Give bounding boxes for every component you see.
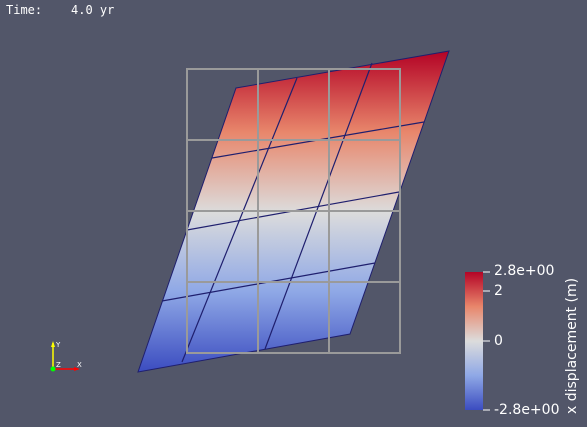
z-axis-label: Z [56, 361, 61, 369]
colorbar [465, 271, 490, 411]
colorbar-gradient [465, 272, 483, 410]
time-annotation: Time: 4.0 yr [6, 3, 114, 17]
x-axis-label: X [77, 361, 82, 369]
reference-grid [186, 68, 401, 354]
z-axis-dot [50, 366, 56, 372]
colorbar-max-label: 2.8e+00 [494, 263, 555, 279]
colorbar-tick-label-2: 2 [494, 283, 503, 299]
y-axis-arrow [51, 341, 55, 347]
x-axis-arrow [74, 367, 80, 371]
colorbar-min-label: -2.8e+00 [494, 402, 560, 418]
colorbar-tick-label-0: 0 [494, 333, 503, 349]
orientation-axes: Y Z X [50, 341, 82, 372]
colorbar-title: x displacement (m) [564, 277, 580, 414]
time-value: 4.0 yr [71, 3, 115, 17]
y-axis-label: Y [55, 341, 61, 349]
time-label: Time: [6, 3, 43, 17]
